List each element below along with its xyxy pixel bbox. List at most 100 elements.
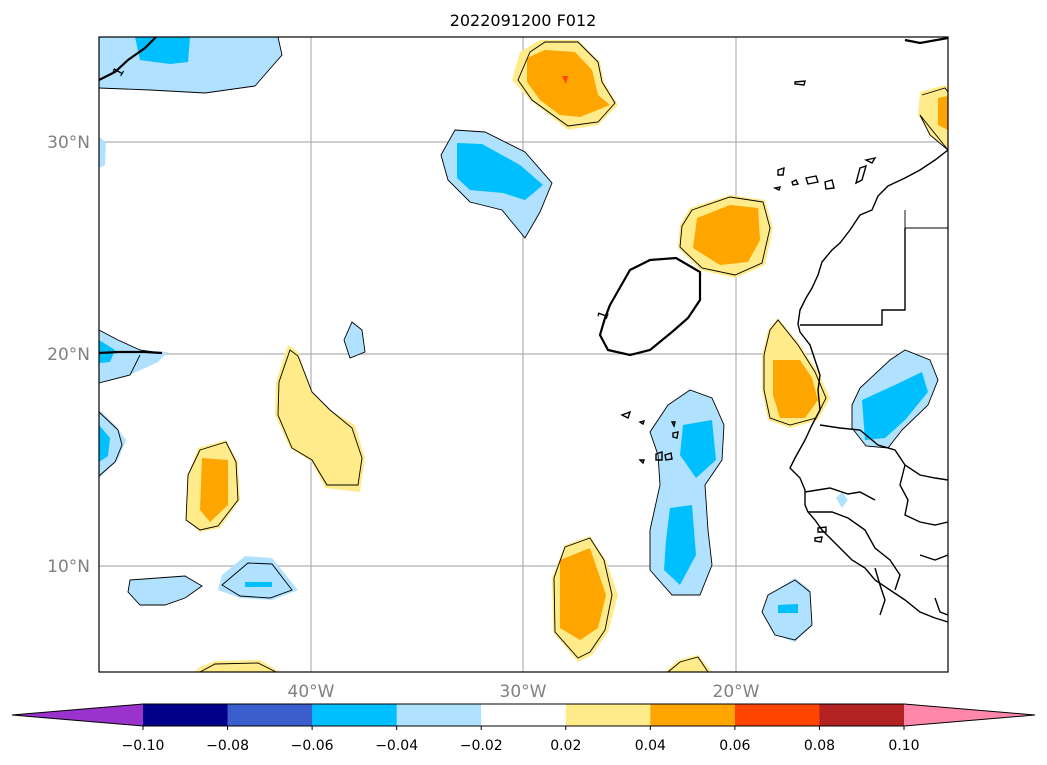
pos-region-core [693, 205, 760, 265]
thick-contour-left [98, 350, 163, 355]
colorbar-tick-label: −0.02 [460, 738, 503, 754]
colorbar-segment [819, 704, 905, 726]
contour-line [221, 562, 293, 599]
country-border [808, 511, 901, 591]
country-border [874, 567, 886, 616]
colorbar-tick-label: −0.10 [122, 738, 165, 754]
lon-labels: 40°W 30°W 20°W [288, 682, 760, 702]
neg-region-core [664, 505, 696, 585]
neg-region-core [680, 420, 716, 478]
island [664, 452, 673, 461]
colorbar-tick-label: −0.06 [291, 738, 334, 754]
colorbar-segment [396, 704, 482, 726]
colorbar-segment [565, 704, 651, 726]
colorbar-segment [734, 704, 820, 726]
colorbar-segment [650, 704, 736, 726]
contour-line [679, 196, 771, 276]
contour-line [98, 411, 123, 477]
thick-contour-top-left [98, 36, 157, 81]
pos-region-core [200, 458, 228, 522]
neg-region-core [457, 143, 543, 200]
lon-label: 20°W [713, 682, 760, 702]
contour-line [667, 656, 709, 673]
colorbar-tick-label: −0.04 [375, 738, 418, 754]
colorbar-upper-extend [904, 704, 1035, 726]
colorbar-lower-extend [12, 704, 143, 726]
country-border [819, 424, 949, 481]
colorbar-tick-label: 0.04 [635, 738, 666, 754]
island [772, 186, 782, 191]
island [805, 175, 819, 185]
pos-region-core [527, 50, 610, 117]
lat-label: 10°N [47, 557, 90, 577]
contour-line [919, 87, 949, 151]
colorbar-tick-label: 0.02 [550, 738, 581, 754]
africa-coastline [789, 149, 949, 623]
colorbar-tick-label: 0.06 [719, 738, 750, 754]
island [791, 179, 800, 186]
country-border [899, 464, 949, 526]
pos-region [665, 655, 712, 672]
colorbar: −0.10 −0.08 −0.06 −0.04 −0.02 0.02 0.04 0.06 0.0… [11, 703, 1036, 754]
contour-line [277, 349, 363, 486]
lat-label: 30°N [47, 133, 90, 153]
island [672, 431, 679, 439]
neg-region [99, 330, 168, 383]
colorbar-tick-label: 0.08 [804, 738, 835, 754]
country-border [804, 487, 876, 501]
colorbar-segment [312, 704, 398, 726]
island [777, 166, 785, 176]
lon-label: 30°W [500, 682, 547, 702]
neg-region [99, 137, 106, 168]
island [794, 80, 806, 86]
island [670, 421, 676, 429]
lat-label: 20°N [47, 345, 90, 365]
contour-line [343, 321, 366, 359]
positive-anomaly-regions [186, 40, 948, 672]
map-frame [98, 36, 949, 673]
island [817, 526, 827, 533]
coastlines [620, 80, 949, 623]
country-border [934, 597, 949, 616]
figure-title: 2022091200 F012 [450, 11, 597, 30]
pos-region-peak [562, 76, 568, 84]
colorbar-tick-label: 0.10 [888, 738, 919, 754]
lat-labels: 30°N 20°N 10°N [47, 133, 90, 577]
thick-contour-top-right [904, 36, 949, 45]
contour-line [185, 441, 239, 531]
island [620, 410, 632, 419]
contour-line [127, 575, 203, 606]
island [814, 536, 823, 543]
contour-line [761, 579, 813, 641]
graticule [99, 37, 948, 672]
island [824, 179, 835, 190]
island [863, 156, 877, 164]
contour-line [649, 389, 725, 596]
contour-line [199, 662, 277, 673]
pos-region-core [938, 96, 948, 130]
contour-line [851, 349, 939, 449]
island [638, 420, 646, 426]
country-border [800, 228, 906, 326]
thick-contour-center [598, 256, 702, 357]
neg-region [836, 492, 848, 508]
island [854, 164, 868, 185]
neg-region-core [862, 372, 928, 440]
country-border [919, 554, 949, 561]
pos-region [275, 345, 365, 492]
colorbar-segment [227, 704, 313, 726]
neg-region [99, 410, 126, 478]
neg-region [99, 37, 282, 93]
colorbar-tick-label: −0.08 [206, 738, 249, 754]
neg-region [344, 322, 365, 358]
pos-region-core [560, 548, 606, 640]
contour-line [98, 36, 283, 94]
contour-line [440, 129, 553, 239]
colorbar-segment [143, 704, 229, 726]
contour-line [553, 537, 613, 659]
neg-region [218, 556, 298, 600]
colorbar-segment [481, 704, 567, 726]
neg-region-core [245, 582, 272, 587]
pos-region-core [773, 360, 818, 418]
